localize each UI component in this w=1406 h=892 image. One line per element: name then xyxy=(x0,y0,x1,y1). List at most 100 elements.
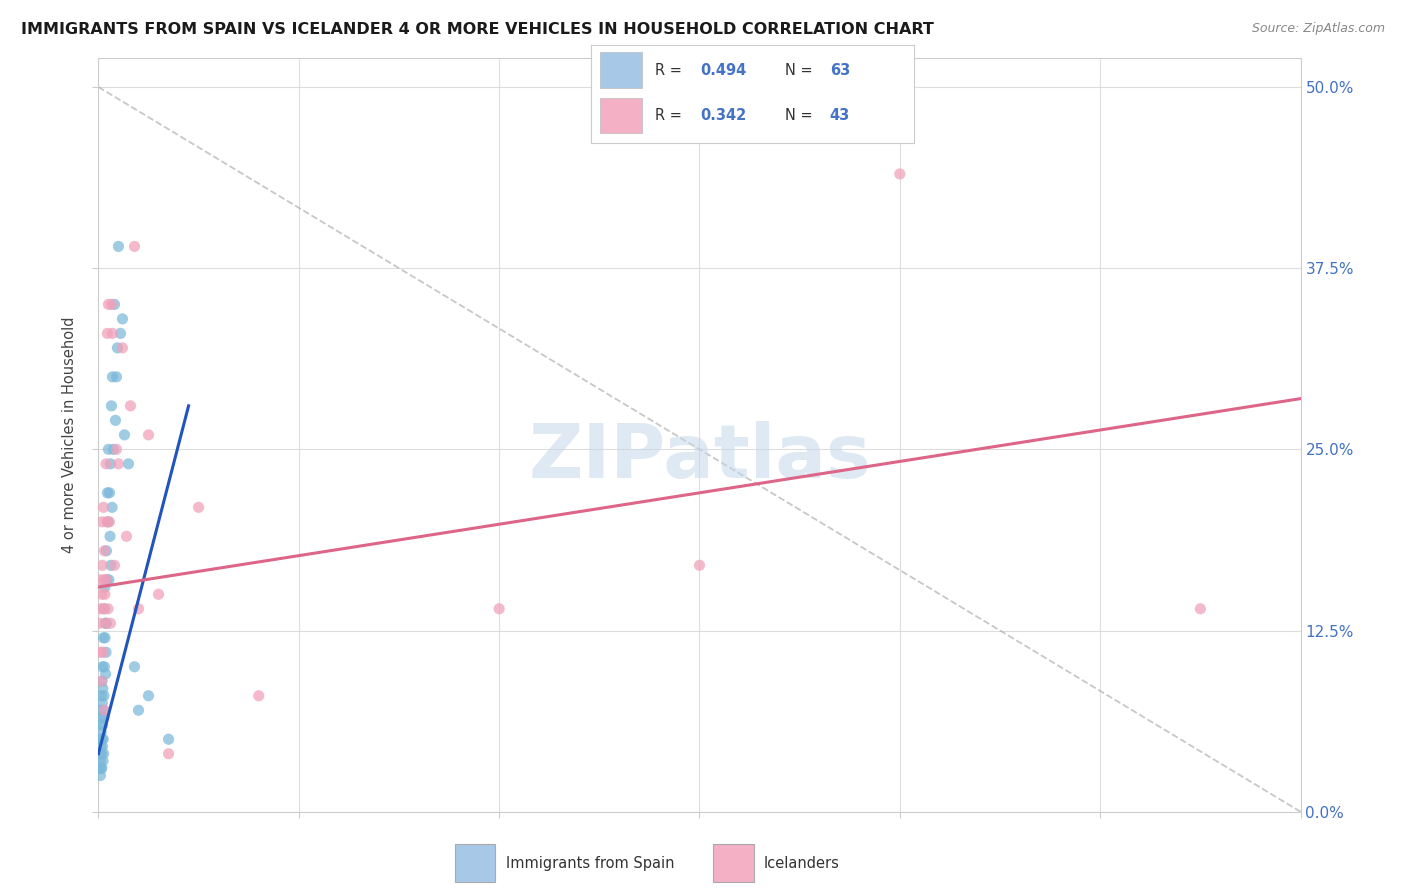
Text: Immigrants from Spain: Immigrants from Spain xyxy=(506,855,673,871)
Point xyxy=(91,696,114,710)
Point xyxy=(90,761,112,775)
Point xyxy=(90,689,112,703)
Point xyxy=(689,558,711,573)
Point xyxy=(94,457,117,471)
Point xyxy=(93,747,115,761)
Point xyxy=(100,616,122,631)
Text: R =: R = xyxy=(655,108,686,123)
Point xyxy=(89,717,111,731)
Point xyxy=(100,558,122,573)
Point xyxy=(97,601,120,615)
Point xyxy=(91,732,114,747)
Point xyxy=(91,681,114,696)
Point xyxy=(98,485,121,500)
Point xyxy=(103,558,125,573)
Point xyxy=(124,239,146,253)
Point xyxy=(103,297,125,311)
Point xyxy=(89,754,111,768)
Point xyxy=(94,587,117,601)
Text: ZIPatlas: ZIPatlas xyxy=(529,421,870,494)
Point xyxy=(93,660,115,674)
Point xyxy=(90,674,112,689)
Point xyxy=(115,529,138,543)
Point xyxy=(128,703,150,717)
Point xyxy=(93,631,115,645)
Point xyxy=(110,326,132,341)
Point xyxy=(111,341,134,355)
Point xyxy=(91,754,114,768)
Point xyxy=(105,369,128,384)
Point xyxy=(91,645,114,659)
Point xyxy=(138,428,160,442)
Text: Source: ZipAtlas.com: Source: ZipAtlas.com xyxy=(1251,22,1385,36)
Text: IMMIGRANTS FROM SPAIN VS ICELANDER 4 OR MORE VEHICLES IN HOUSEHOLD CORRELATION C: IMMIGRANTS FROM SPAIN VS ICELANDER 4 OR … xyxy=(21,22,934,37)
Point xyxy=(97,442,120,457)
Point xyxy=(96,573,118,587)
Text: 0.342: 0.342 xyxy=(700,108,747,123)
Y-axis label: 4 or more Vehicles in Household: 4 or more Vehicles in Household xyxy=(62,317,77,553)
FancyBboxPatch shape xyxy=(713,845,754,881)
Point xyxy=(91,558,114,573)
Point xyxy=(889,167,911,181)
Text: 43: 43 xyxy=(830,108,851,123)
Point xyxy=(105,442,128,457)
Point xyxy=(1189,601,1212,615)
Point xyxy=(98,529,121,543)
Point xyxy=(96,573,118,587)
Point xyxy=(90,601,112,615)
Point xyxy=(100,297,122,311)
Text: 0.494: 0.494 xyxy=(700,62,747,78)
Point xyxy=(93,601,115,615)
Point xyxy=(128,601,150,615)
Point xyxy=(94,667,117,681)
Point xyxy=(91,739,114,754)
Point xyxy=(94,616,117,631)
Point xyxy=(96,326,118,341)
Point xyxy=(93,710,115,724)
Point xyxy=(187,500,209,515)
Text: 63: 63 xyxy=(830,62,851,78)
Point xyxy=(89,645,111,659)
Point xyxy=(488,601,510,615)
Point xyxy=(100,399,122,413)
Point xyxy=(107,457,129,471)
Point xyxy=(138,689,160,703)
Point xyxy=(120,399,142,413)
Point xyxy=(101,369,124,384)
Point xyxy=(93,689,115,703)
Point xyxy=(94,616,117,631)
Point xyxy=(91,717,114,731)
Text: Icelanders: Icelanders xyxy=(763,855,839,871)
Point xyxy=(90,747,112,761)
Point xyxy=(90,587,112,601)
Point xyxy=(93,703,115,717)
Point xyxy=(97,515,120,529)
Point xyxy=(94,645,117,659)
Point xyxy=(91,515,114,529)
Point xyxy=(101,500,124,515)
Point xyxy=(93,601,115,615)
Point xyxy=(89,616,111,631)
Point xyxy=(97,573,120,587)
Text: N =: N = xyxy=(785,62,817,78)
Point xyxy=(93,573,115,587)
Point xyxy=(90,761,112,775)
Point xyxy=(93,543,115,558)
Point xyxy=(117,457,139,471)
Point xyxy=(96,485,118,500)
Point xyxy=(100,457,122,471)
Point xyxy=(96,616,118,631)
Point xyxy=(89,732,111,747)
FancyBboxPatch shape xyxy=(600,53,643,87)
Point xyxy=(91,660,114,674)
Point xyxy=(90,710,112,724)
Point xyxy=(104,413,127,427)
Point xyxy=(114,428,136,442)
Point xyxy=(91,732,114,747)
Point xyxy=(247,689,270,703)
Text: R =: R = xyxy=(655,62,686,78)
FancyBboxPatch shape xyxy=(456,845,495,881)
Point xyxy=(93,703,115,717)
Point xyxy=(89,761,111,775)
Point xyxy=(89,768,111,782)
